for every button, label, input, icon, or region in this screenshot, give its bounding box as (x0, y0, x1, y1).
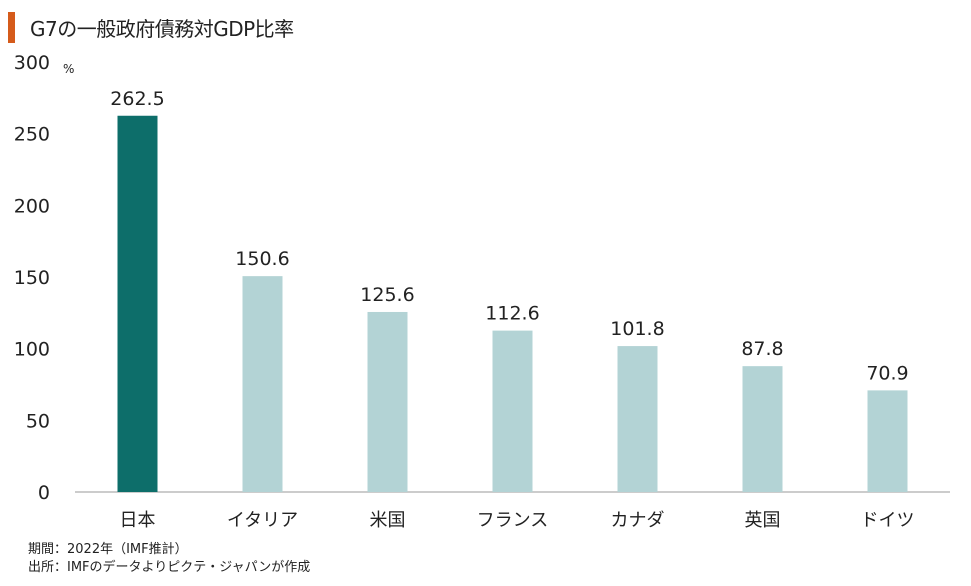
bar (492, 330, 533, 492)
data-label: 150.6 (235, 248, 289, 270)
bar (742, 366, 783, 492)
data-label: 125.6 (360, 284, 414, 306)
period-note: 期間：2022年（IMF推計） (28, 542, 188, 557)
x-tick-label: 日本 (120, 510, 156, 531)
y-tick-label: 150 (14, 267, 50, 289)
bar (617, 346, 658, 492)
data-label: 112.6 (485, 303, 539, 325)
data-label: 262.5 (110, 88, 164, 110)
bar (117, 115, 158, 492)
y-tick-label: 300 (14, 52, 50, 74)
y-tick-label: 50 (26, 410, 50, 432)
data-label: 70.9 (866, 362, 908, 384)
bar (367, 311, 408, 492)
x-tick-label: 米国 (370, 510, 406, 531)
x-tick-label: イタリア (227, 510, 298, 531)
bar (242, 276, 283, 492)
x-tick-label: ドイツ (861, 510, 915, 531)
title-accent-bar (8, 12, 15, 43)
x-tick-label: カナダ (611, 510, 665, 531)
data-label: 87.8 (741, 338, 783, 360)
source-note: 出所：IMFのデータよりピクテ・ジャパンが作成 (28, 560, 311, 575)
data-label: 101.8 (610, 318, 664, 340)
y-unit-label: % (63, 62, 74, 76)
chart-title: G7の一般政府債務対GDP比率 (30, 17, 294, 41)
y-tick-label: 200 (14, 195, 50, 217)
bar (867, 390, 908, 492)
y-tick-label: 250 (14, 124, 50, 146)
y-tick-label: 100 (14, 339, 50, 361)
x-tick-label: 英国 (745, 510, 781, 531)
x-tick-label: フランス (477, 510, 549, 531)
chart-notes: 期間：2022年（IMF推計） 出所：IMFのデータよりピクテ・ジャパンが作成 (28, 541, 310, 577)
y-tick-label: 0 (38, 482, 50, 504)
